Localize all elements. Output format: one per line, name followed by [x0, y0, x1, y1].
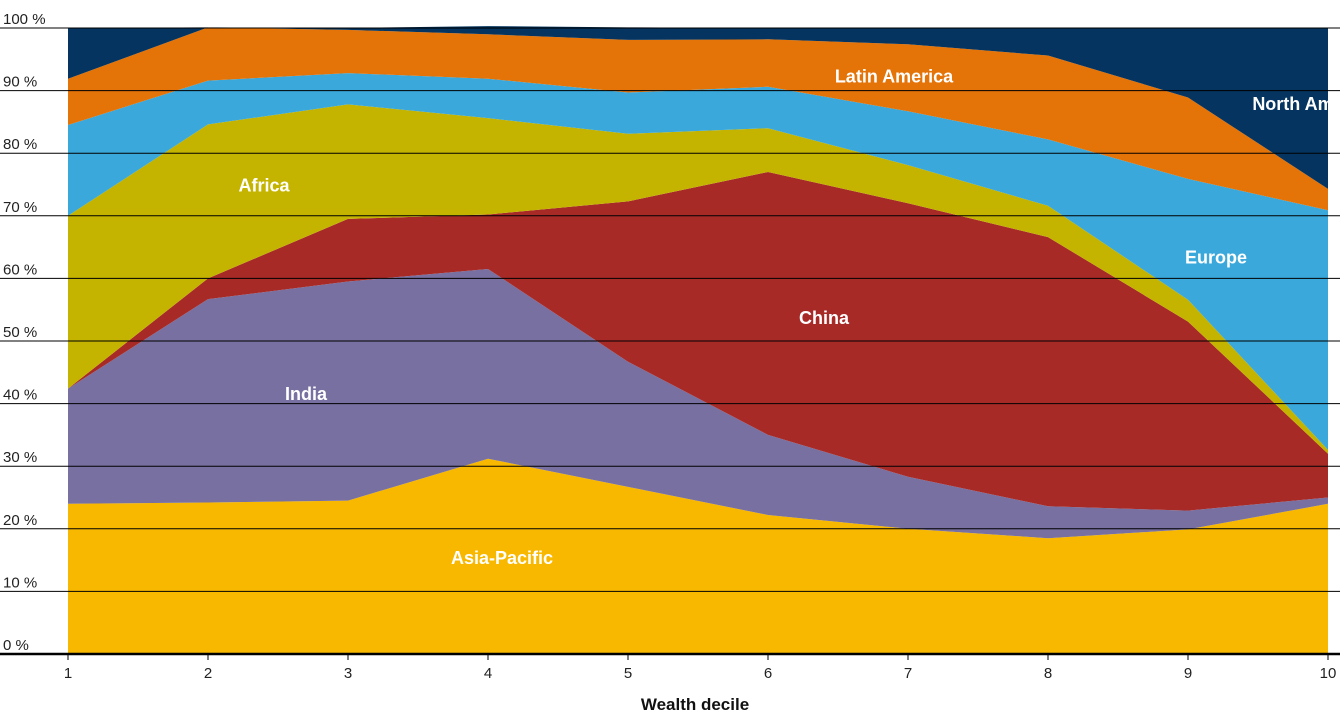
y-tick-label: 0 % [3, 637, 29, 654]
label-europe: Europe [1185, 247, 1247, 267]
y-tick-label: 60 % [3, 261, 37, 278]
series-labels: Asia-Pacific India China Africa Europe Latin … [238, 66, 1341, 567]
gridlines [0, 27, 1340, 656]
x-tick-label: 10 [1320, 665, 1337, 682]
x-axis-label: Wealth decile [641, 695, 749, 714]
y-tick-label: 50 % [3, 324, 37, 341]
x-tick-label: 4 [484, 665, 492, 682]
y-tick-label: 20 % [3, 512, 37, 529]
label-asia-pacific: Asia-Pacific [451, 548, 553, 568]
area-europe [68, 73, 1328, 450]
label-china: China [799, 308, 850, 328]
y-tick-label: 90 % [3, 74, 37, 91]
y-tick-label: 70 % [3, 199, 37, 216]
x-tick-label: 8 [1044, 665, 1052, 682]
label-north-america: North America [1252, 94, 1341, 114]
x-tick-label: 9 [1184, 665, 1192, 682]
label-latin-america: Latin America [835, 66, 954, 86]
label-africa: Africa [238, 176, 290, 196]
x-tick-label: 2 [204, 665, 212, 682]
label-india: India [285, 384, 328, 404]
y-tick-label: 40 % [3, 387, 37, 404]
area-latin-america [68, 27, 1328, 211]
x-tick-label: 5 [624, 665, 632, 682]
x-axis-tick-labels: 1 2 3 4 5 6 7 8 9 10 [64, 654, 1337, 682]
area-north-america [68, 26, 1328, 189]
y-tick-label: 100 % [3, 11, 46, 28]
area-asia-pacific [68, 458, 1328, 654]
area-africa [68, 104, 1328, 454]
y-tick-label: 30 % [3, 449, 37, 466]
x-tick-label: 3 [344, 665, 352, 682]
x-tick-label: 1 [64, 665, 72, 682]
y-tick-label: 80 % [3, 136, 37, 153]
area-layer [68, 26, 1328, 654]
x-tick-label: 7 [904, 665, 912, 682]
x-tick-label: 6 [764, 665, 772, 682]
y-axis-tick-labels: 0 % 10 % 20 % 30 % 40 % 50 % 60 % 70 % 80 % 90 % 1… [3, 11, 46, 654]
y-tick-label: 10 % [3, 574, 37, 591]
